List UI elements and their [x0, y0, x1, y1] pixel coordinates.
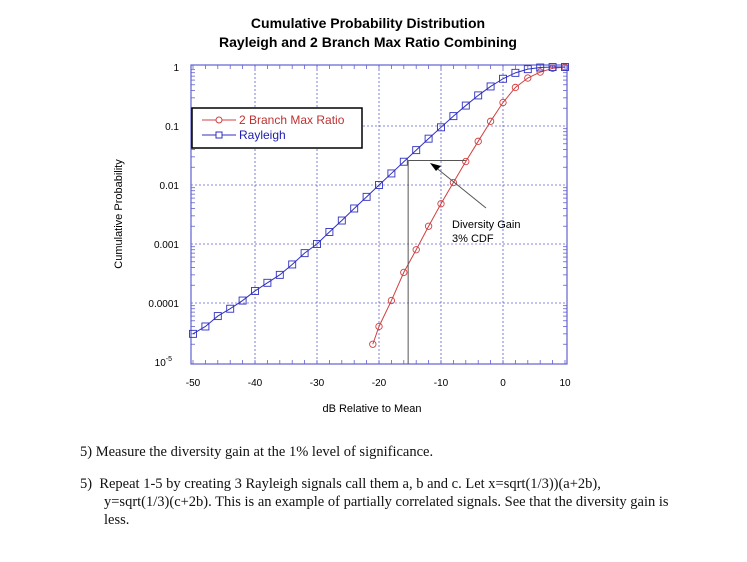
- data-point: [238, 296, 247, 305]
- data-point: [412, 246, 420, 254]
- x-tick-label: -50: [186, 378, 201, 389]
- data-point: [461, 101, 470, 110]
- series-line: [372, 66, 566, 345]
- series-line: [192, 66, 566, 335]
- data-point: [548, 63, 557, 72]
- annotation-text: Diversity Gain: [452, 219, 520, 231]
- data-point: [399, 157, 408, 166]
- data-point: [337, 216, 346, 225]
- x-tick-label: -30: [310, 378, 325, 389]
- data-point: [486, 82, 495, 91]
- legend-label-rayleigh: Rayleigh: [239, 128, 286, 142]
- x-axis-label: dB Relative to Mean: [322, 403, 421, 415]
- y-tick-label: 0.01: [160, 181, 180, 192]
- circle-marker-icon: [215, 116, 223, 124]
- arrow-line: [433, 165, 487, 209]
- data-point: [213, 312, 222, 321]
- data-point: [486, 117, 495, 125]
- data-point: [201, 322, 210, 331]
- data-point: [437, 123, 445, 132]
- data-point: [499, 74, 507, 83]
- data-point: [300, 249, 309, 258]
- doc-item-6-line2: y=sqrt(1/3)(c+2b). This is an example of…: [104, 494, 669, 510]
- data-point: [524, 74, 532, 82]
- data-point: [474, 91, 483, 100]
- legend-label-mrc: 2 Branch Max Ratio: [239, 113, 345, 127]
- y-tick-label: 10-5: [155, 356, 172, 369]
- data-point: [313, 240, 321, 248]
- annotation-text: 3% CDF: [452, 233, 494, 245]
- data-point: [325, 228, 334, 236]
- data-point: [350, 204, 359, 213]
- chart-title: Cumulative Probability Distribution: [251, 15, 485, 31]
- x-tick-label: -20: [372, 378, 387, 389]
- data-point: [275, 270, 284, 279]
- data-point: [387, 296, 396, 305]
- y-tick-label: 0.001: [154, 240, 179, 251]
- doc-item-5: 5) Measure the diversity gain at the 1% …: [80, 444, 434, 460]
- data-point: [412, 146, 421, 155]
- data-point: [499, 98, 507, 107]
- data-point: [251, 287, 259, 295]
- data-point: [375, 181, 383, 189]
- data-point: [474, 137, 482, 145]
- x-tick-label: 0: [500, 378, 506, 389]
- data-point: [536, 68, 544, 76]
- data-point: [424, 222, 433, 230]
- data-point: [523, 65, 532, 74]
- plot-frame: [190, 64, 568, 365]
- x-tick-label: -10: [434, 378, 449, 389]
- data-point: [511, 68, 520, 77]
- data-point: [424, 134, 433, 143]
- cdf-chart: Cumulative Probability Distribution Rayl…: [113, 15, 571, 415]
- doc-item-6-line3: less.: [104, 512, 130, 528]
- square-marker-icon: [215, 131, 223, 139]
- chart-subtitle: Rayleigh and 2 Branch Max Ratio Combinin…: [219, 34, 517, 50]
- y-axis-label: Cumulative Probability: [113, 159, 125, 269]
- data-point: [369, 340, 377, 348]
- y-tick-label: 0.0001: [148, 299, 179, 310]
- data-point: [449, 112, 458, 121]
- data-point: [387, 169, 396, 178]
- data-point: [462, 157, 470, 166]
- legend: 2 Branch Max Ratio Rayleigh: [191, 107, 363, 149]
- data-point: [263, 278, 272, 287]
- data-point: [511, 83, 520, 92]
- y-tick-label: 1: [173, 63, 179, 74]
- y-tick-label: 0.1: [165, 122, 179, 133]
- data-point: [400, 268, 408, 277]
- series-rayleigh: [189, 63, 569, 338]
- x-tick-label: 10: [559, 378, 571, 389]
- data-point: [189, 329, 197, 338]
- x-tick-label: -40: [248, 378, 263, 389]
- data-point: [449, 178, 458, 187]
- arrow-head-icon: [430, 163, 441, 171]
- data-point: [362, 192, 371, 201]
- data-point: [288, 260, 297, 269]
- data-point: [375, 322, 383, 331]
- data-point: [226, 304, 235, 313]
- data-point: [536, 63, 545, 72]
- data-point: [437, 200, 445, 208]
- doc-item-6-line1: 5) Repeat 1-5 by creating 3 Rayleigh sig…: [80, 476, 601, 492]
- data-point: [561, 63, 569, 71]
